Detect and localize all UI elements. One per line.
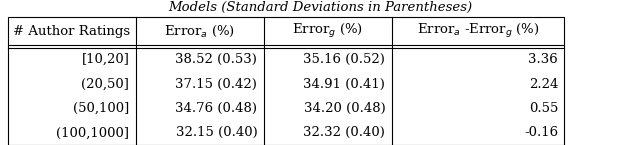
Text: Error$_a$ (%): Error$_a$ (%) xyxy=(164,24,235,39)
Text: 0.55: 0.55 xyxy=(529,102,558,115)
Text: 32.32 (0.40): 32.32 (0.40) xyxy=(303,126,385,139)
Text: Error$_a$ -Error$_g$ (%): Error$_a$ -Error$_g$ (%) xyxy=(417,22,540,40)
Text: (100,1000]: (100,1000] xyxy=(56,126,129,139)
Text: 37.15 (0.42): 37.15 (0.42) xyxy=(175,78,257,91)
Text: -0.16: -0.16 xyxy=(524,126,558,139)
Text: 3.36: 3.36 xyxy=(529,53,558,66)
Text: 35.16 (0.52): 35.16 (0.52) xyxy=(303,53,385,66)
Text: [10,20]: [10,20] xyxy=(81,53,129,66)
Text: Error$_g$ (%): Error$_g$ (%) xyxy=(292,22,364,40)
Text: 34.91 (0.41): 34.91 (0.41) xyxy=(303,78,385,91)
Text: 34.76 (0.48): 34.76 (0.48) xyxy=(175,102,257,115)
Text: (50,100]: (50,100] xyxy=(73,102,129,115)
Text: # Author Ratings: # Author Ratings xyxy=(13,25,131,38)
Text: 32.15 (0.40): 32.15 (0.40) xyxy=(175,126,257,139)
Text: 2.24: 2.24 xyxy=(529,78,558,91)
Text: 34.20 (0.48): 34.20 (0.48) xyxy=(303,102,385,115)
Text: (20,50]: (20,50] xyxy=(81,78,129,91)
Text: 38.52 (0.53): 38.52 (0.53) xyxy=(175,53,257,66)
Text: Models (Standard Deviations in Parentheses): Models (Standard Deviations in Parenthes… xyxy=(168,1,472,14)
